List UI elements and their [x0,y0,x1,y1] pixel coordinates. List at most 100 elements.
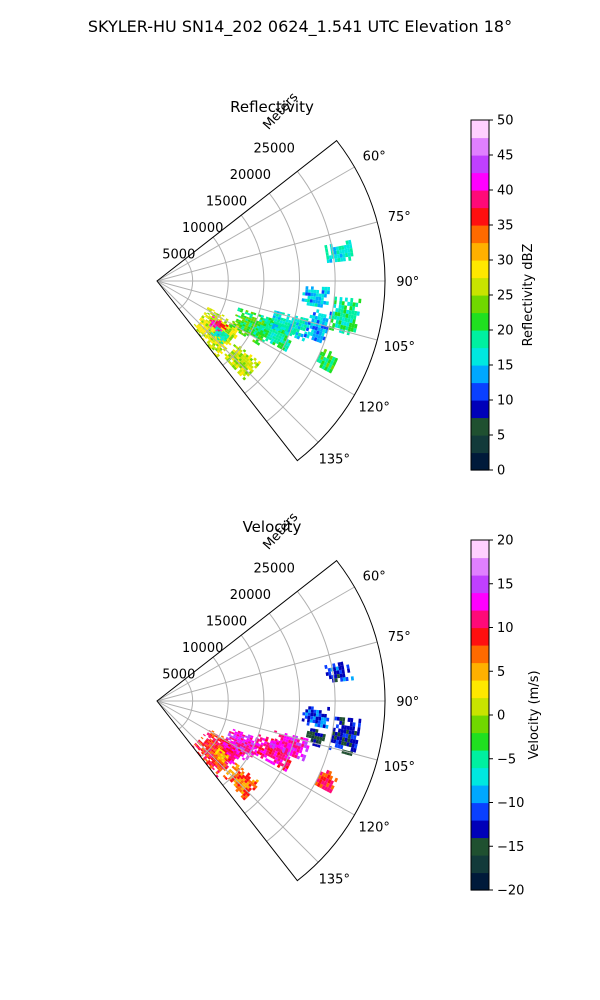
echo-cell [256,750,260,755]
echo-cell [209,733,213,737]
echo-cell [321,321,326,326]
echo-cell [240,754,245,758]
echo-cell [199,326,203,329]
echo-cell [212,748,216,751]
echo-cell [276,331,281,336]
echo-cell [219,350,224,355]
echo-cell [321,290,325,294]
echo-cell [207,324,211,328]
echo-cell [231,329,235,333]
echo-cell [230,745,234,749]
echo-cell [331,356,336,362]
colorbar-segment [471,312,489,331]
echo-cell [268,325,272,329]
echo-cell [197,751,200,755]
echo-cell [242,781,247,786]
echo-cell [237,770,242,775]
echo-cell [241,757,246,761]
echo-cell [279,759,284,763]
colorbar-tick-label: 35 [497,219,514,234]
azimuth-tick-label: 105° [384,760,415,775]
echo-cell [325,357,330,363]
echo-cell [283,757,287,762]
echo-cell [258,739,263,743]
echo-cell [222,758,227,762]
azimuth-spoke [156,221,378,282]
echo-cell [327,706,330,711]
echo-cell [206,333,210,337]
echo-cell [317,732,321,737]
echo-cell [224,744,229,747]
echo-cell [229,331,234,335]
echo-cell [272,761,276,766]
echo-cell [350,252,354,257]
echo-cell [317,774,322,780]
echo-cell [204,744,208,748]
echo-cell [218,344,223,348]
echo-cell [234,731,238,734]
echo-cell [258,319,263,323]
echo-cell [329,360,334,365]
echo-cell [279,339,284,343]
echo-cell [336,670,340,675]
colorbar-segment [471,330,489,349]
echo-cell [334,731,338,736]
echo-cell [319,724,324,728]
echo-cell [300,753,304,758]
echo-cell [260,335,264,339]
echo-cell [262,317,266,322]
echo-cell [327,779,332,784]
echo-cell [320,717,324,721]
echo-cell [240,327,244,331]
echo-cell [206,341,210,345]
echo-cell [335,739,339,745]
echo-cell [335,308,339,313]
echo-cell [224,353,228,357]
echo-cell [203,313,207,316]
echo-cell [229,336,234,340]
echo-cell [233,331,237,335]
echo-cell [344,737,348,743]
echo-cell [326,255,330,260]
echo-cell [209,323,213,326]
echo-cell [310,709,314,713]
echo-cell [220,753,224,757]
echo-cell [193,323,197,327]
echo-cell [248,787,252,791]
echo-cell [235,765,239,770]
echo-cell [302,327,306,332]
echo-cell [335,246,339,251]
echo-cell [332,246,337,252]
echo-cell [306,334,310,339]
echo-cell [263,321,268,325]
echo-cell [209,345,213,349]
echo-cell [228,342,232,346]
echo-cell [207,317,211,320]
echo-cell [224,766,228,770]
echo-cell [322,317,326,322]
echo-cell [213,746,217,750]
echo-cell [281,754,286,758]
echo-cell [213,352,217,356]
echo-cell [275,760,280,765]
echo-cell [237,307,241,310]
echo-cell [216,766,220,770]
echo-cell [267,759,271,763]
echo-cell [208,739,212,743]
echo-cell [242,361,247,366]
echo-cell [223,322,227,326]
echo-cell [200,325,203,328]
echo-cell [304,715,308,719]
echo-cell [229,325,233,329]
echo-cell [336,250,340,255]
echo-cell [233,366,237,371]
echo-cell [219,324,223,327]
echo-cell [253,326,257,330]
echo-cell [309,302,313,307]
echo-cell [205,314,209,318]
echo-cell [198,330,201,334]
echo-cell [204,740,208,743]
echo-cell [247,776,252,780]
echo-cell [269,744,273,749]
echo-cell [234,354,239,358]
